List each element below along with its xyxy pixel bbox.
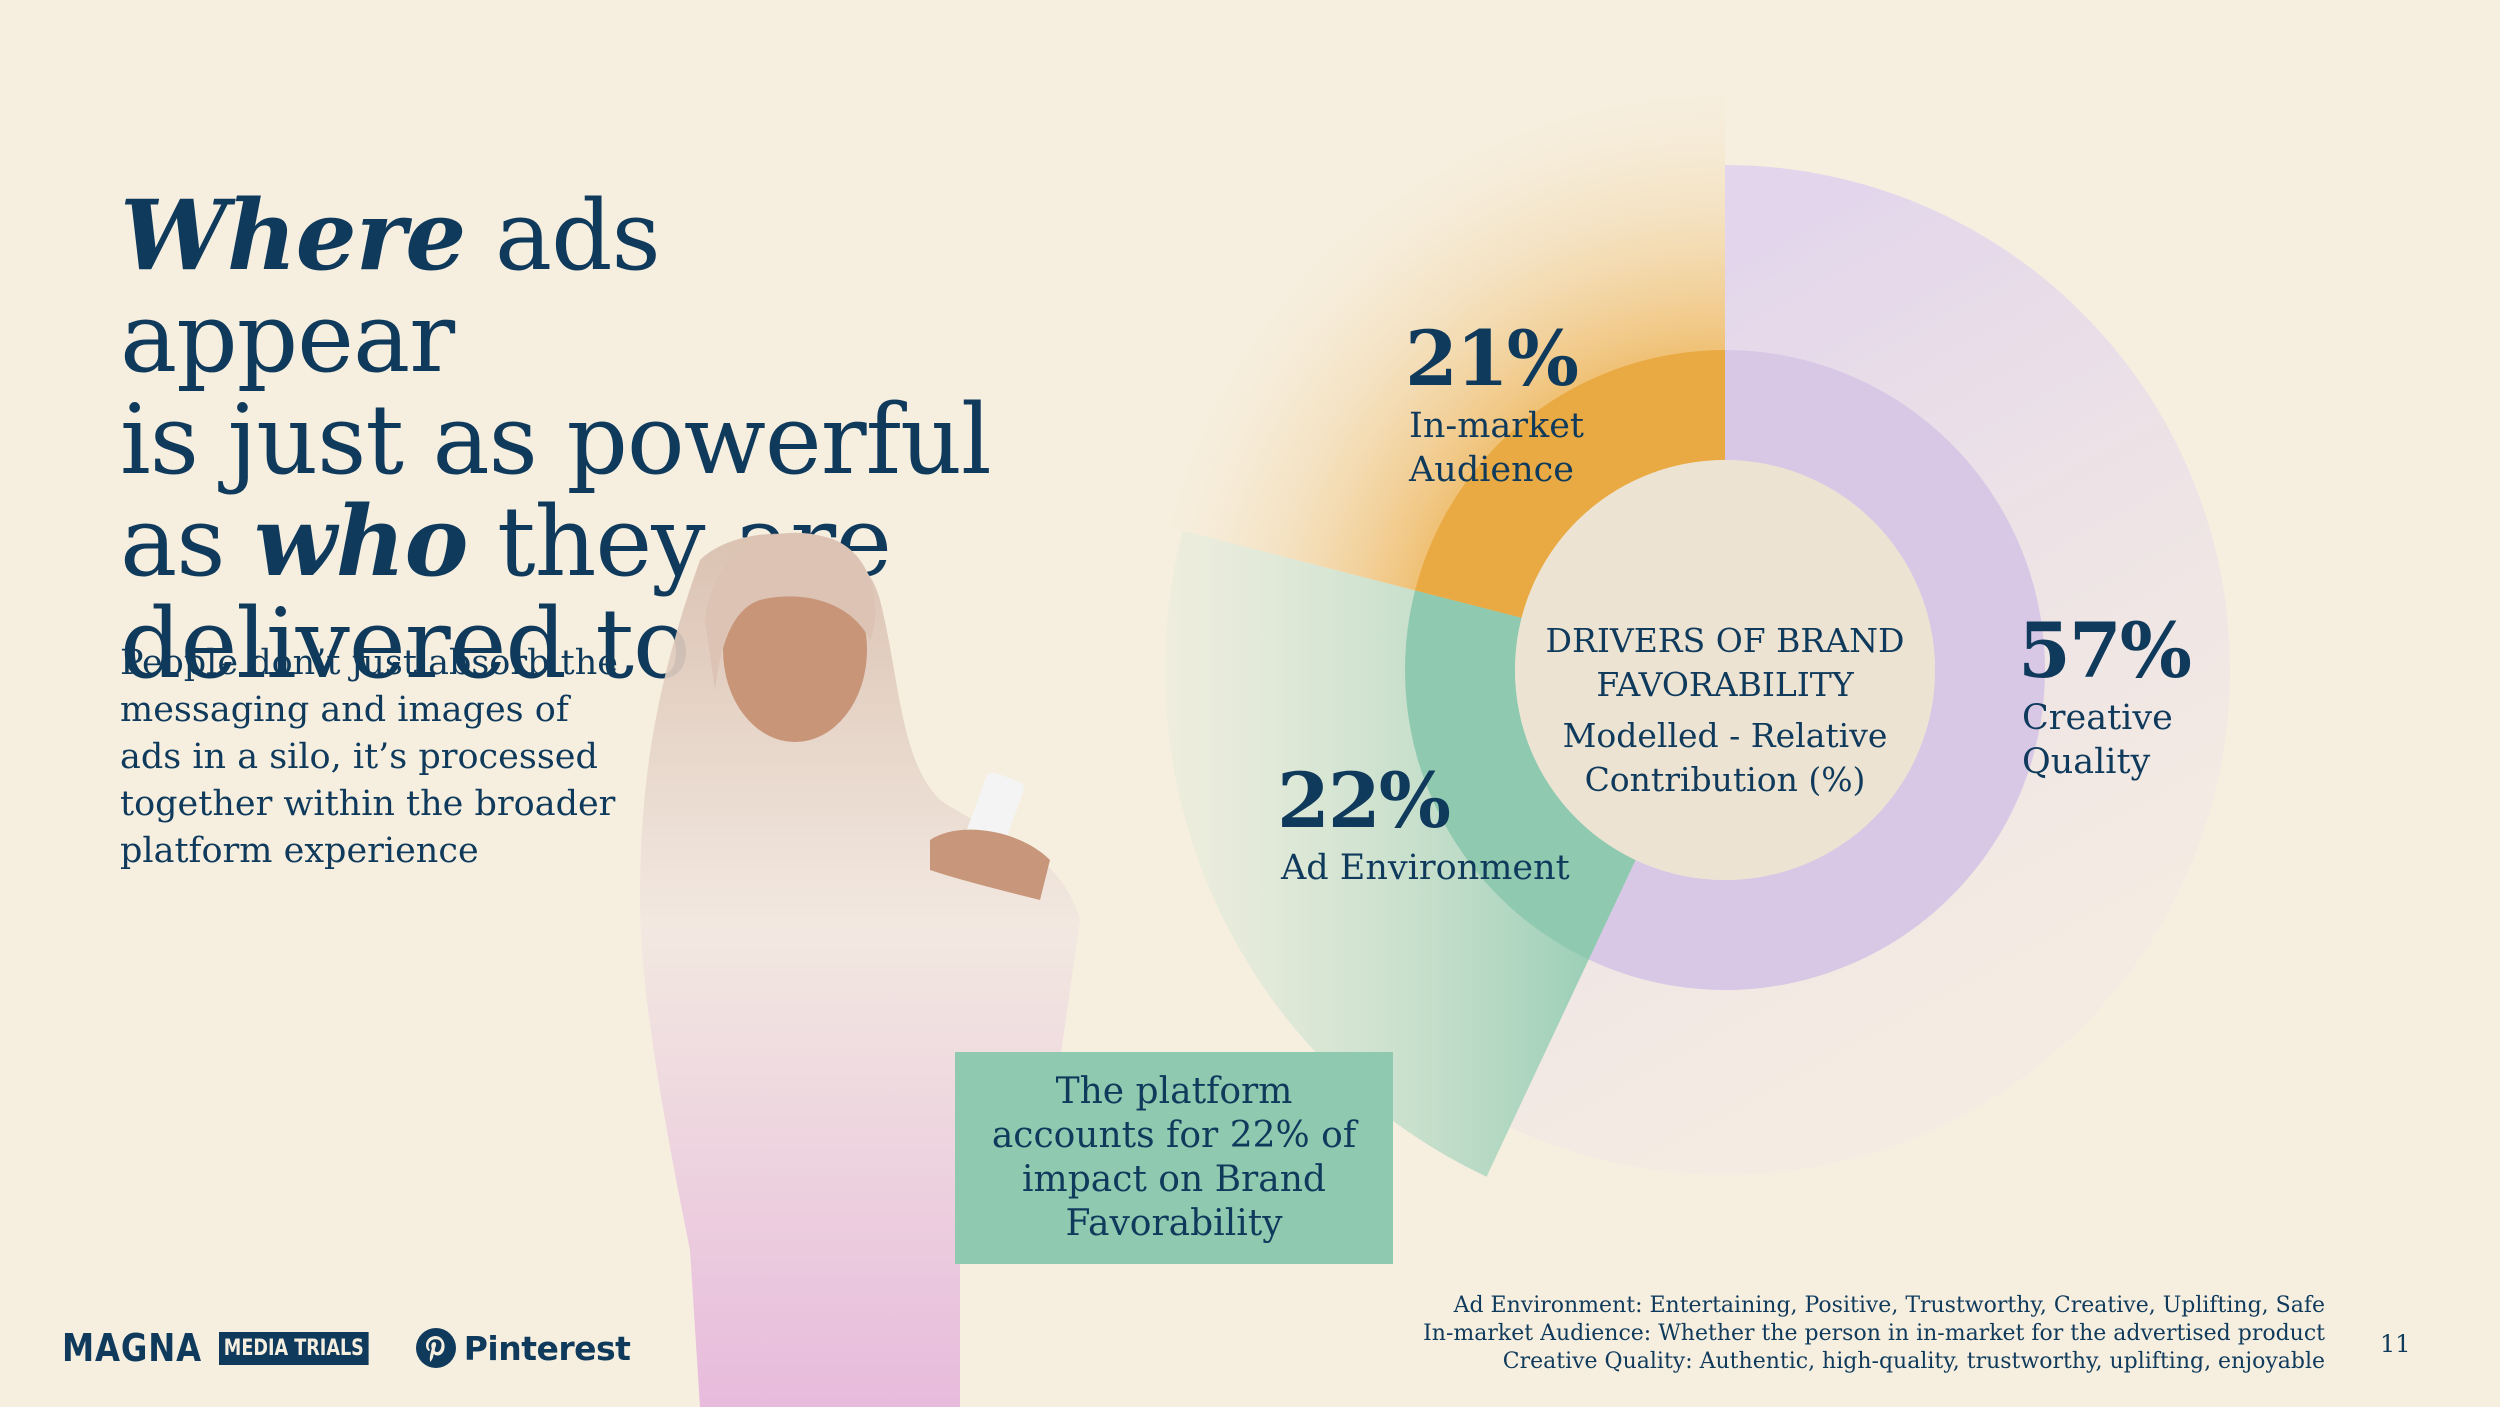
center-disc bbox=[1515, 460, 1935, 880]
media-trials-logo: MEDIA TRIALS bbox=[218, 1331, 369, 1365]
page-number: 11 bbox=[2380, 1330, 2411, 1358]
footnotes: Ad Environment: Entertaining, Positive, … bbox=[1423, 1292, 2325, 1376]
headline-emphasis-who: who bbox=[254, 485, 468, 598]
category-label-in-market-audience-1: In-market bbox=[1409, 406, 1584, 446]
headline-emphasis-where: Where bbox=[120, 179, 466, 292]
inner-ring bbox=[1405, 350, 2045, 991]
chart-title-line-1: DRIVERS OF BRAND bbox=[1546, 621, 1905, 660]
pinterest-icon bbox=[415, 1328, 456, 1368]
magna-logo: MAGNA bbox=[62, 1326, 202, 1370]
headline-line-3-pre: as bbox=[120, 486, 255, 598]
category-label-creative-quality-2: Quality bbox=[2022, 742, 2151, 782]
chart-subtitle-line-1: Modelled - Relative bbox=[1563, 716, 1888, 755]
value-label-ad-environment: 22% bbox=[1277, 756, 1450, 845]
chart-title-line-2: FAVORABILITY bbox=[1596, 665, 1854, 704]
person-photo bbox=[640, 532, 1080, 1407]
value-label-creative-quality: 57% bbox=[2018, 606, 2191, 695]
headline-line-4: delivered to bbox=[120, 588, 691, 700]
headline-line-1: Where ads appear bbox=[120, 179, 661, 394]
category-label-in-market-audience-2: Audience bbox=[1408, 450, 1574, 490]
footnote-in-market-audience: In-market Audience: Whether the person i… bbox=[1423, 1321, 2325, 1346]
pinterest-wordmark: Pinterest bbox=[463, 1328, 631, 1368]
slice-ad-environment[interactable] bbox=[1405, 590, 1636, 960]
headline-line-2: is just as powerful bbox=[120, 384, 992, 496]
headline-line-1-rest: ads appear bbox=[120, 180, 661, 394]
category-label-ad-environment-1: Ad Environment bbox=[1280, 848, 1570, 888]
category-label-creative-quality-1: Creative bbox=[2022, 698, 2173, 738]
footnote-creative-quality: Creative Quality: Authentic, high-qualit… bbox=[1502, 1349, 2325, 1374]
slice-in-market-audience[interactable] bbox=[1415, 350, 1725, 618]
logo-bar: MAGNA MEDIA TRIALS Pinterest bbox=[62, 1318, 631, 1378]
chart-subtitle-line-2: Contribution (%) bbox=[1585, 760, 1866, 799]
pinterest-logo: Pinterest bbox=[415, 1328, 631, 1368]
chart-labels: DRIVERS OF BRAND FAVORABILITY Modelled -… bbox=[1277, 314, 2193, 888]
body-copy: People don’t just absorb the messaging a… bbox=[120, 643, 618, 871]
callout-box: The platform accounts for 22% of impact … bbox=[955, 1052, 1393, 1264]
value-label-in-market-audience: 21% bbox=[1405, 314, 1578, 403]
fan-ad-environment bbox=[1165, 530, 1636, 1177]
headline: Where ads appear is just as powerful as … bbox=[120, 185, 1020, 696]
slice-creative-quality[interactable] bbox=[1588, 350, 2045, 991]
footnote-ad-environment: Ad Environment: Entertaining, Positive, … bbox=[1453, 1293, 2325, 1318]
callout-text: The platform accounts for 22% of impact … bbox=[991, 1071, 1357, 1244]
